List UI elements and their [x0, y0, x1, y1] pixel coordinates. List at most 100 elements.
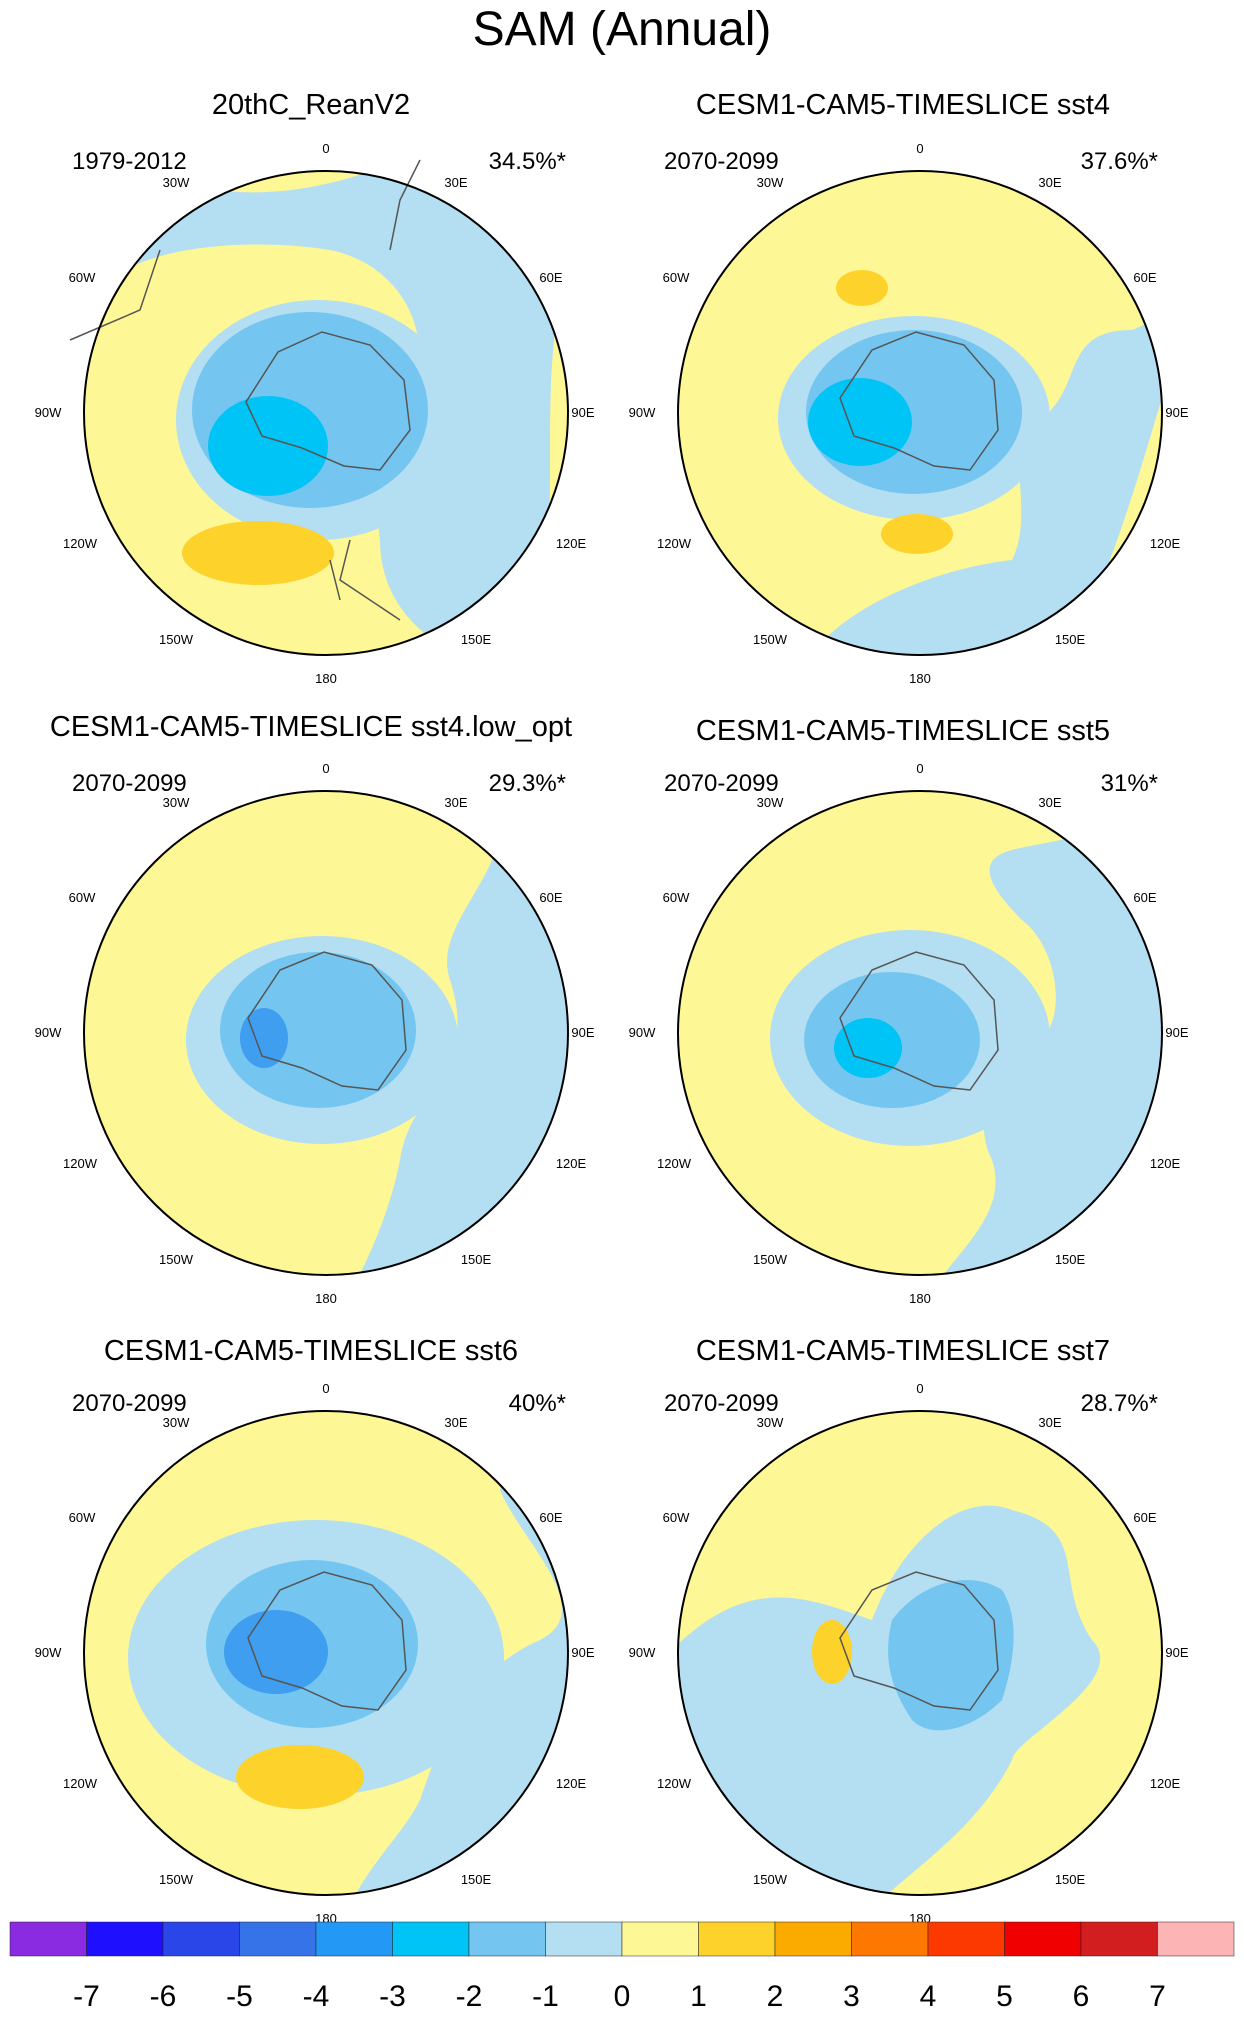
colorbar-swatch: [86, 1921, 164, 1957]
map-boundary: [83, 1410, 569, 1896]
lon-label: 30W: [163, 795, 190, 810]
lon-label: 120W: [63, 1156, 98, 1171]
lon-label: 30W: [163, 1415, 190, 1430]
lon-label: 30E: [1038, 1415, 1061, 1430]
colorbar-swatch: [1080, 1921, 1158, 1957]
panel-title: 20thC_ReanV2: [211, 89, 411, 121]
polar-map: 0 30E 60E 90E 120E 150E 180 150W 120W 90…: [629, 761, 1189, 1306]
core-positive-anomaly: [236, 1745, 364, 1809]
lon-label: 30W: [757, 1415, 784, 1430]
longitude-labels: 0 30E 60E 90E 120E 150E 180 150W 120W 90…: [629, 1381, 1189, 1926]
continent-coastlines: [69, 159, 421, 621]
lon-label: 120W: [657, 536, 692, 551]
longitude-labels: 0 30E 60E 90E 120E 150E 180 150W 120W 90…: [629, 761, 1189, 1306]
colorbar-label: -4: [303, 1980, 330, 2013]
colorbar-label: -3: [379, 1980, 406, 2013]
lon-label: 30E: [444, 795, 467, 810]
lon-label: 60E: [1133, 270, 1156, 285]
panel-variance: 40%*: [508, 1390, 566, 1417]
lon-label: 180: [909, 1291, 931, 1306]
lon-label: 120W: [63, 1776, 98, 1791]
lon-label: 30W: [757, 795, 784, 810]
antarctica-coastline: [247, 951, 407, 1091]
colorbar-label: -5: [226, 1980, 253, 2013]
colorbar-swatch: [392, 1921, 470, 1957]
lon-label: 60E: [1133, 1510, 1156, 1525]
colorbar-labels: -7 -6 -5 -4 -3 -2 -1 0 1 2 3 4 5 6 7: [73, 1980, 1166, 2013]
antarctica-coastline: [839, 331, 999, 471]
lon-label: 150W: [159, 1252, 194, 1267]
core-positive-anomaly: [836, 270, 888, 306]
lon-label: 90W: [629, 405, 656, 420]
colorbar-label: -6: [150, 1980, 177, 2013]
lon-label: 90E: [1165, 1025, 1188, 1040]
panel-variance: 31%*: [1100, 770, 1158, 797]
colorbar-swatch: [545, 1921, 623, 1957]
lon-label: 0: [322, 761, 329, 776]
colorbar-label: 5: [996, 1980, 1013, 2013]
lon-label: 150E: [461, 1872, 492, 1887]
lon-label: 150E: [1055, 1872, 1086, 1887]
panel-title: CESM1-CAM5-TIMESLICE sst7: [695, 1335, 1111, 1367]
lon-label: 30E: [444, 1415, 467, 1430]
lon-label: 30E: [1038, 795, 1061, 810]
negative-anomaly-region: [220, 952, 416, 1108]
longitude-labels: 0 30E 60E 90E 120E 150E 180 150W 120W 90…: [35, 1381, 595, 1926]
colorbar-label: -7: [73, 1980, 100, 2013]
lon-label: 90E: [571, 1025, 594, 1040]
map-boundary: [677, 1410, 1163, 1896]
antarctica-coastline: [839, 1571, 999, 1711]
polar-map: 0 30E 60E 90E 120E 150E 180 150W 120W 90…: [35, 1381, 595, 1926]
figure-title: SAM (Annual): [472, 3, 772, 56]
map-panel-sst5: CESM1-CAM5-TIMESLICE sst5 2070-2099 31%*…: [592, 620, 1214, 1306]
polar-map: 0 30E 60E 90E 120E 150E 180 150W 120W 90…: [629, 141, 1189, 686]
lon-label: 30E: [1038, 175, 1061, 190]
colorbar-swatch: [927, 1921, 1005, 1957]
longitude-labels: 0 30E 60E 90E 120E 150E 180 150W 120W 90…: [35, 761, 595, 1306]
panel-title: CESM1-CAM5-TIMESLICE sst4.low_opt: [49, 711, 573, 743]
colorbar-swatch: [1004, 1921, 1082, 1957]
core-negative-anomaly: [208, 396, 328, 496]
lon-label: 120W: [63, 536, 98, 551]
colorbar-swatch: [9, 1921, 87, 1957]
lon-label: 60W: [69, 1510, 96, 1525]
map-panel-sst6: CESM1-CAM5-TIMESLICE sst6 2070-2099 40%*…: [0, 1240, 622, 1926]
lon-label: 150W: [159, 1872, 194, 1887]
lon-label: 150E: [1055, 632, 1086, 647]
lon-label: 150E: [461, 1252, 492, 1267]
core-negative-anomaly: [240, 1008, 288, 1068]
lon-label: 120E: [556, 1776, 587, 1791]
panel-period: 1979-2012: [72, 148, 187, 175]
colorbar-label: 6: [1073, 1980, 1090, 2013]
panel-title: CESM1-CAM5-TIMESLICE sst6: [103, 1335, 519, 1367]
panel-period: 2070-2099: [664, 148, 779, 175]
negative-anomaly-region: [792, 171, 1162, 655]
panel-title: CESM1-CAM5-TIMESLICE sst5: [695, 715, 1111, 747]
panel-title: CESM1-CAM5-TIMESLICE sst4: [695, 89, 1111, 121]
lon-label: 30E: [444, 175, 467, 190]
lon-label: 90W: [629, 1025, 656, 1040]
lon-label: 180: [315, 671, 337, 686]
map-panel-20thc-reanv2: 20thC_ReanV2 1979-2012 34.5%* 0 30E 60E …: [0, 0, 622, 686]
panel-variance: 28.7%*: [1080, 1390, 1158, 1417]
colorbar-swatch: [621, 1921, 699, 1957]
lon-label: 180: [315, 1291, 337, 1306]
lon-label: 60W: [69, 890, 96, 905]
lon-label: 120W: [657, 1156, 692, 1171]
panel-period: 2070-2099: [72, 1390, 187, 1417]
lon-label: 150W: [753, 632, 788, 647]
negative-anomaly-region: [90, 171, 568, 655]
lon-label: 120E: [1150, 1776, 1181, 1791]
lon-label: 90E: [1165, 1645, 1188, 1660]
lon-label: 150W: [753, 1872, 788, 1887]
lon-label: 60E: [1133, 890, 1156, 905]
lon-label: 120E: [556, 536, 587, 551]
colorbar-swatch: [468, 1921, 546, 1957]
map-panel-sst4: CESM1-CAM5-TIMESLICE sst4 2070-2099 37.6…: [592, 0, 1214, 686]
lon-label: 60E: [539, 270, 562, 285]
lon-label: 120E: [556, 1156, 587, 1171]
colorbar-swatch: [315, 1921, 393, 1957]
core-negative-anomaly: [808, 378, 912, 466]
map-panel-sst4-low-opt: CESM1-CAM5-TIMESLICE sst4.low_opt 2070-2…: [0, 620, 622, 1306]
lon-label: 30W: [163, 175, 190, 190]
